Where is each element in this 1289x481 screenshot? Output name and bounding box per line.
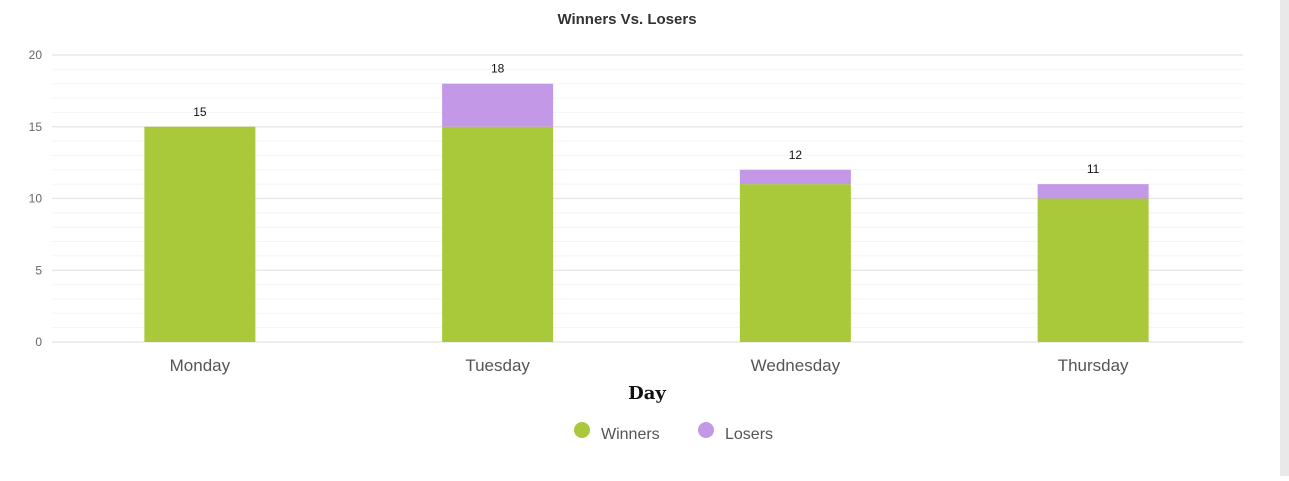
data-label-total: 11 (1087, 162, 1100, 176)
y-tick-label: 15 (29, 120, 43, 134)
bar-winners-monday[interactable] (144, 126, 256, 342)
x-tick-label: Monday (170, 356, 231, 375)
y-tick-label: 10 (29, 192, 43, 206)
legend-label: Winners (601, 426, 660, 443)
y-tick-label: 5 (35, 263, 42, 277)
bar-losers-thursday[interactable] (1037, 184, 1149, 199)
x-axis-label: Day (628, 383, 666, 404)
scrollbar-track[interactable] (1280, 0, 1289, 476)
bar-winners-tuesday[interactable] (442, 126, 554, 342)
y-tick-label: 0 (35, 335, 42, 349)
x-tick-label: Wednesday (751, 356, 841, 375)
bar-winners-wednesday[interactable] (739, 184, 851, 342)
bar-losers-tuesday[interactable] (442, 83, 554, 127)
x-tick-label: Tuesday (465, 356, 530, 375)
data-label-total: 12 (789, 148, 803, 162)
y-tick-label: 20 (29, 48, 43, 62)
x-tick-label: Thursday (1058, 356, 1129, 375)
bar-losers-wednesday[interactable] (739, 169, 851, 185)
legend-item-winners[interactable]: Winners (574, 422, 660, 443)
bar-winners-thursday[interactable] (1037, 198, 1149, 343)
data-label-total: 15 (193, 105, 207, 119)
legend-item-losers[interactable]: Losers (698, 422, 773, 443)
chart-title: Winners Vs. Losers (557, 11, 696, 28)
legend-marker (574, 422, 590, 438)
bars: 15 18 12 11 (144, 62, 1149, 343)
legend-label: Losers (725, 426, 773, 443)
x-axis: Monday Tuesday Wednesday Thursday (170, 356, 1129, 375)
data-label-total: 18 (491, 62, 505, 76)
legend-marker (698, 422, 714, 438)
y-axis: 0 5 10 15 20 (29, 48, 43, 349)
legend: Winners Losers (574, 422, 773, 443)
